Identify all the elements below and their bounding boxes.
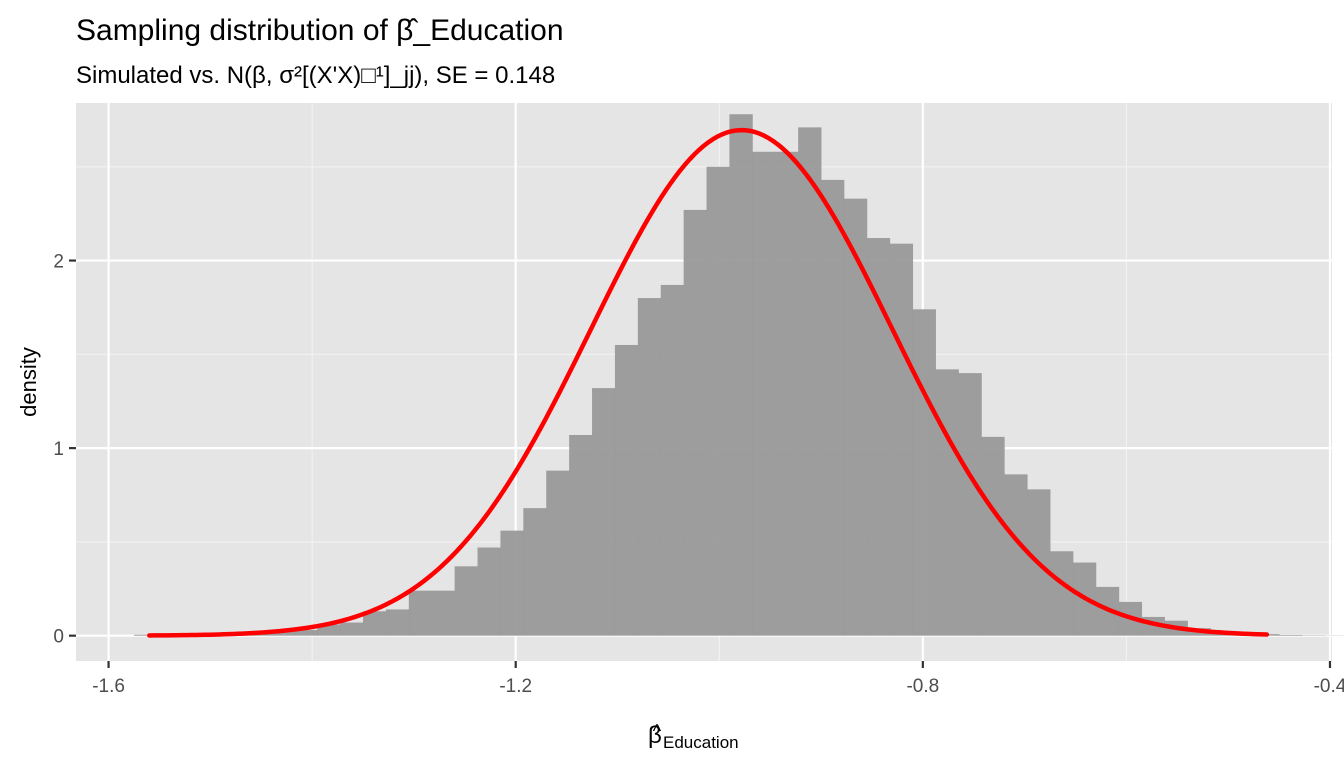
histogram-bar [913, 309, 936, 635]
x-tick-label: -0.8 [906, 676, 939, 697]
histogram-bar [455, 566, 478, 635]
histogram-bar [592, 388, 615, 636]
histogram-bar [798, 127, 821, 635]
chart-subtitle: Simulated vs. N(β, σ²[(X'X)□¹]_jj), SE =… [76, 62, 555, 89]
histogram-bar [523, 508, 546, 636]
histogram-bar [1050, 551, 1073, 635]
y-tick-label: 1 [53, 439, 64, 460]
histogram-bar [569, 435, 592, 636]
histogram-bar [707, 167, 730, 636]
histogram-bar [752, 152, 775, 636]
y-tick-label: 0 [53, 627, 64, 648]
histogram-bar [729, 114, 752, 635]
histogram-bar [684, 210, 707, 636]
y-axis: 0 1 2 [53, 252, 76, 648]
x-tick-label: -0.4 [1314, 676, 1344, 697]
x-tick-label: -1.2 [499, 676, 532, 697]
chart-title: Sampling distribution of β̂_Education [76, 14, 564, 47]
histogram-bar [340, 623, 363, 636]
x-tick-label: -1.6 [92, 676, 125, 697]
histogram-bar [546, 471, 569, 636]
y-tick-label: 2 [53, 252, 64, 273]
histogram-bar [844, 199, 867, 636]
histogram-bar [981, 437, 1004, 636]
x-axis-title-symbol: β [648, 722, 662, 749]
histogram-bar [432, 591, 455, 636]
histogram-bar [615, 345, 638, 636]
histogram-bar [409, 591, 432, 636]
histogram-bar [958, 373, 981, 636]
histogram-bar [1004, 474, 1027, 635]
histogram-bar [386, 609, 409, 635]
histogram-bar [661, 285, 684, 636]
y-axis-title: density [16, 347, 41, 417]
histogram-bar [821, 180, 844, 636]
histogram-bar [936, 369, 959, 635]
x-axis-title-subscript: Education [663, 733, 739, 752]
histogram-bar [1279, 635, 1302, 636]
x-axis-title: ^ β Education [648, 721, 739, 752]
histogram-bar [478, 548, 501, 636]
histogram-bar [638, 298, 661, 636]
histogram-bar [890, 244, 913, 636]
histogram-bar [500, 531, 523, 636]
x-axis: -1.6 -1.2 -0.8 -0.4 [92, 661, 1344, 697]
histogram-bar [775, 152, 798, 636]
